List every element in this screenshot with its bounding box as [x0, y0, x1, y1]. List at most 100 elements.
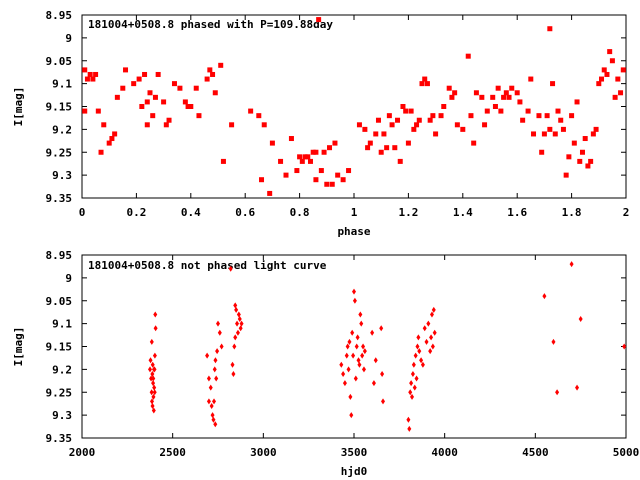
y-tick-label: 9 — [65, 272, 72, 285]
data-point — [406, 416, 411, 423]
data-point — [593, 126, 599, 132]
data-point — [386, 113, 392, 119]
data-point — [395, 117, 401, 123]
data-point — [601, 67, 607, 73]
data-point — [427, 117, 433, 123]
data-point — [210, 412, 215, 419]
data-point — [142, 71, 148, 77]
data-point — [579, 149, 585, 155]
data-point — [432, 329, 437, 336]
data-point — [415, 343, 420, 350]
data-point — [313, 149, 319, 155]
data-point — [571, 140, 577, 146]
data-point — [150, 113, 156, 119]
data-point — [109, 136, 115, 142]
data-point — [149, 338, 154, 345]
data-point — [332, 140, 338, 146]
x-tick-label: 1.4 — [453, 206, 473, 219]
x-axis-label: phase — [337, 225, 370, 238]
data-point — [114, 94, 120, 100]
data-point — [321, 149, 327, 155]
data-point — [213, 421, 218, 428]
data-point — [468, 113, 474, 119]
data-point — [408, 108, 414, 114]
data-point — [87, 71, 93, 77]
data-point — [362, 126, 368, 132]
data-point — [238, 325, 243, 332]
data-point — [558, 117, 564, 123]
x-tick-label: 2 — [623, 206, 630, 219]
data-point — [149, 389, 154, 396]
data-point — [378, 149, 384, 155]
data-point — [307, 158, 313, 164]
data-point — [235, 329, 240, 336]
data-point — [297, 154, 303, 160]
data-point — [151, 380, 156, 387]
data-point — [152, 389, 157, 396]
y-tick-label: 9.05 — [46, 295, 73, 308]
data-point — [433, 131, 439, 137]
y-tick-label: 9.3 — [52, 409, 72, 422]
data-point — [356, 357, 361, 364]
data-point — [422, 76, 428, 82]
data-point — [150, 361, 155, 368]
x-tick-label: 1.8 — [562, 206, 582, 219]
data-point — [327, 145, 333, 151]
data-point — [101, 122, 107, 128]
x-tick-label: 1 — [351, 206, 358, 219]
data-point — [351, 352, 356, 359]
data-point — [622, 343, 627, 350]
data-point — [531, 131, 537, 137]
x-tick-label: 4000 — [431, 446, 458, 459]
data-point — [150, 370, 155, 377]
y-tick-label: 9 — [65, 32, 72, 45]
data-point — [329, 181, 335, 187]
data-point — [342, 380, 347, 387]
data-point — [574, 99, 580, 105]
data-point — [547, 26, 553, 32]
data-point — [278, 158, 284, 164]
x-tick-label: 2000 — [69, 446, 96, 459]
data-point — [569, 261, 574, 268]
y-tick-label: 9.25 — [46, 146, 73, 159]
x-tick-label: 0.2 — [126, 206, 146, 219]
data-point — [424, 81, 430, 87]
data-point — [353, 375, 358, 382]
data-point — [204, 76, 210, 82]
data-point — [248, 108, 254, 114]
data-point — [215, 348, 220, 355]
data-point — [409, 380, 414, 387]
data-point — [588, 158, 594, 164]
data-point — [267, 190, 273, 196]
data-point — [419, 81, 425, 87]
data-point — [373, 131, 379, 137]
data-point — [430, 343, 435, 350]
data-point — [131, 81, 137, 87]
data-point — [106, 140, 112, 146]
data-point — [371, 380, 376, 387]
data-point — [196, 113, 202, 119]
data-point — [422, 325, 427, 332]
data-point — [161, 99, 167, 105]
data-point — [231, 370, 236, 377]
data-point — [210, 71, 216, 77]
data-point — [152, 352, 157, 359]
data-point — [424, 338, 429, 345]
data-point — [316, 17, 322, 23]
data-point — [365, 145, 371, 151]
data-point — [517, 99, 523, 105]
plot-frame — [81, 14, 627, 199]
data-point — [213, 357, 218, 364]
data-point — [514, 90, 520, 96]
data-point — [403, 108, 409, 114]
data-point — [229, 122, 235, 128]
data-point — [348, 393, 353, 400]
data-point — [345, 343, 350, 350]
data-point — [541, 131, 547, 137]
data-point — [552, 131, 558, 137]
data-point — [283, 172, 289, 178]
data-point — [498, 108, 504, 114]
data-point — [341, 370, 346, 377]
data-point — [354, 343, 359, 350]
x-tick-label: 0 — [79, 206, 86, 219]
